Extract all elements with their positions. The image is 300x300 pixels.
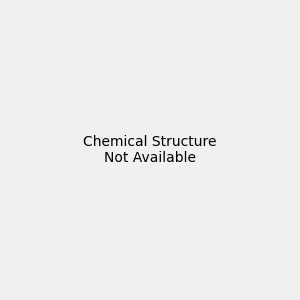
Text: Chemical Structure
Not Available: Chemical Structure Not Available — [83, 135, 217, 165]
